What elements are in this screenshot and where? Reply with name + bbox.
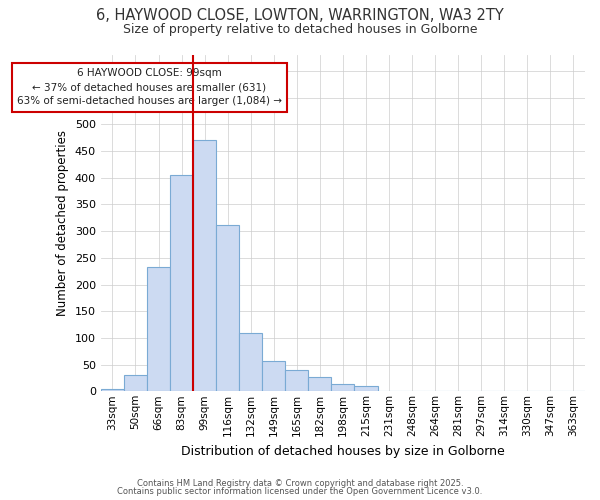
- Bar: [216, 224, 239, 392]
- Bar: [262, 361, 286, 392]
- Bar: [355, 386, 377, 392]
- Text: 6 HAYWOOD CLOSE: 99sqm
← 37% of detached houses are smaller (631)
63% of semi-de: 6 HAYWOOD CLOSE: 99sqm ← 37% of detached…: [17, 68, 282, 106]
- Bar: [308, 378, 331, 392]
- Bar: [124, 376, 147, 392]
- Bar: [101, 388, 124, 392]
- Bar: [239, 332, 262, 392]
- Text: Contains HM Land Registry data © Crown copyright and database right 2025.: Contains HM Land Registry data © Crown c…: [137, 478, 463, 488]
- Y-axis label: Number of detached properties: Number of detached properties: [56, 130, 70, 316]
- Bar: [286, 370, 308, 392]
- Text: 6, HAYWOOD CLOSE, LOWTON, WARRINGTON, WA3 2TY: 6, HAYWOOD CLOSE, LOWTON, WARRINGTON, WA…: [96, 8, 504, 22]
- Text: Size of property relative to detached houses in Golborne: Size of property relative to detached ho…: [123, 22, 477, 36]
- Bar: [170, 175, 193, 392]
- X-axis label: Distribution of detached houses by size in Golborne: Distribution of detached houses by size …: [181, 444, 505, 458]
- Text: Contains public sector information licensed under the Open Government Licence v3: Contains public sector information licen…: [118, 487, 482, 496]
- Bar: [193, 140, 216, 392]
- Bar: [147, 268, 170, 392]
- Bar: [331, 384, 355, 392]
